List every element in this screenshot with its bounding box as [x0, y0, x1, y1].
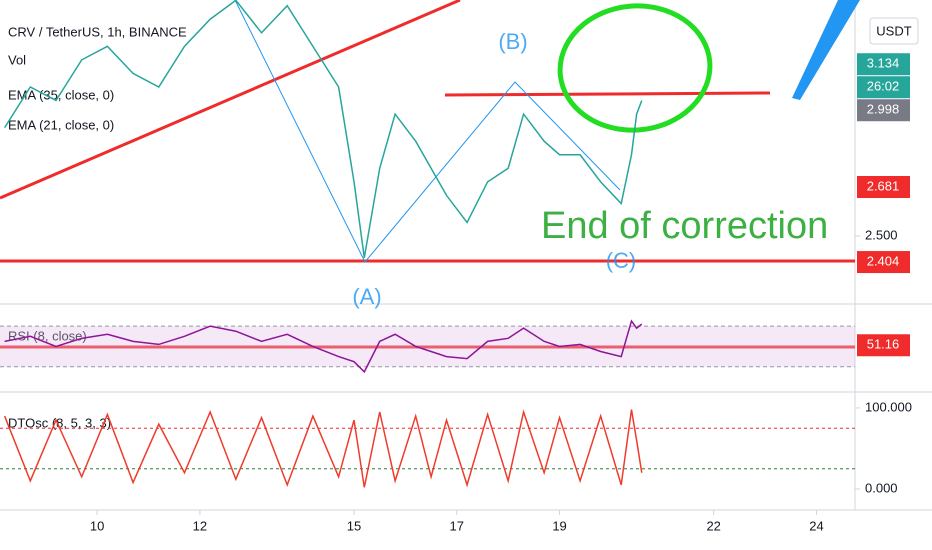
- price-tag: [857, 99, 910, 122]
- series-line: [3, 0, 643, 258]
- countdown-label: 26:02: [867, 79, 900, 94]
- x-tick-label: 17: [450, 518, 464, 533]
- x-tick-label: 10: [90, 518, 104, 533]
- indicator-label: EMA (35, close, 0): [8, 87, 114, 102]
- price-tag: [857, 175, 910, 198]
- price-tag-label: 2.998: [867, 102, 900, 117]
- x-tick-label: 24: [809, 518, 823, 533]
- price-tag-label: 51.16: [867, 337, 900, 352]
- wave-label: (A): [352, 284, 381, 309]
- countdown-tag: [857, 76, 910, 99]
- price-tag: [857, 53, 910, 76]
- series-line: [3, 409, 643, 488]
- indicator-label: RSI (8, close): [8, 328, 87, 343]
- x-tick-label: 15: [347, 518, 361, 533]
- y-tick-label: 100.000: [865, 399, 912, 414]
- wave-label: (B): [498, 29, 527, 54]
- rsi-band: [0, 326, 855, 367]
- wave-label: (C): [606, 248, 637, 273]
- currency-button[interactable]: [869, 17, 919, 45]
- wave-lines: [234, 0, 621, 263]
- x-tick-label: 12: [193, 518, 207, 533]
- currency-label[interactable]: USDT: [876, 23, 911, 38]
- indicator-label: DTOsc (8, 5, 3, 3): [8, 415, 111, 430]
- highlight-circle: [557, 3, 713, 133]
- indicator-label: Vol: [8, 52, 26, 67]
- x-tick-label: 19: [552, 518, 566, 533]
- price-tag-label: 3.134: [867, 56, 900, 71]
- resistance-line: [444, 91, 771, 97]
- price-tag: [857, 334, 910, 357]
- arrow: [792, 0, 860, 100]
- y-tick-label: 2.500: [865, 227, 898, 242]
- chart-title: CRV / TetherUS, 1h, BINANCE: [8, 24, 187, 39]
- annotation: End of correction: [541, 205, 828, 247]
- trend-line: [0, 0, 461, 200]
- price-tag-label: 2.404: [867, 253, 900, 268]
- x-tick-label: 22: [706, 518, 720, 533]
- series-line: [4, 319, 643, 374]
- indicator-label: EMA (21, close, 0): [8, 117, 114, 132]
- y-tick-label: 0.000: [865, 480, 898, 495]
- price-tag: [857, 251, 910, 274]
- price-tag-label: 2.681: [867, 178, 900, 193]
